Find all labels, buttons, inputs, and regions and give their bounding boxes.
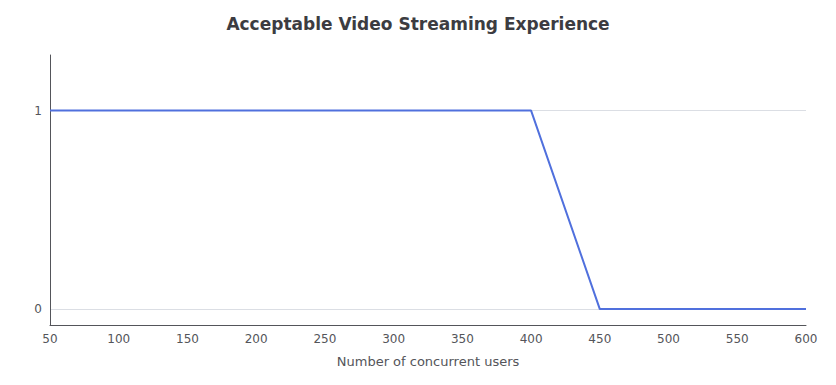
svg-text:1: 1 [34, 104, 42, 118]
svg-text:100: 100 [107, 332, 130, 346]
svg-text:450: 450 [588, 332, 611, 346]
svg-text:400: 400 [520, 332, 543, 346]
svg-text:600: 600 [795, 332, 818, 346]
svg-text:250: 250 [313, 332, 336, 346]
svg-text:550: 550 [726, 332, 749, 346]
svg-text:150: 150 [176, 332, 199, 346]
svg-text:200: 200 [245, 332, 268, 346]
svg-text:300: 300 [382, 332, 405, 346]
svg-text:500: 500 [657, 332, 680, 346]
svg-text:50: 50 [42, 332, 57, 346]
svg-text:0: 0 [34, 302, 42, 316]
svg-text:350: 350 [451, 332, 474, 346]
svg-text:Number of concurrent users: Number of concurrent users [337, 354, 520, 369]
svg-text:Acceptable Video Streaming Exp: Acceptable Video Streaming Experience [226, 14, 609, 34]
